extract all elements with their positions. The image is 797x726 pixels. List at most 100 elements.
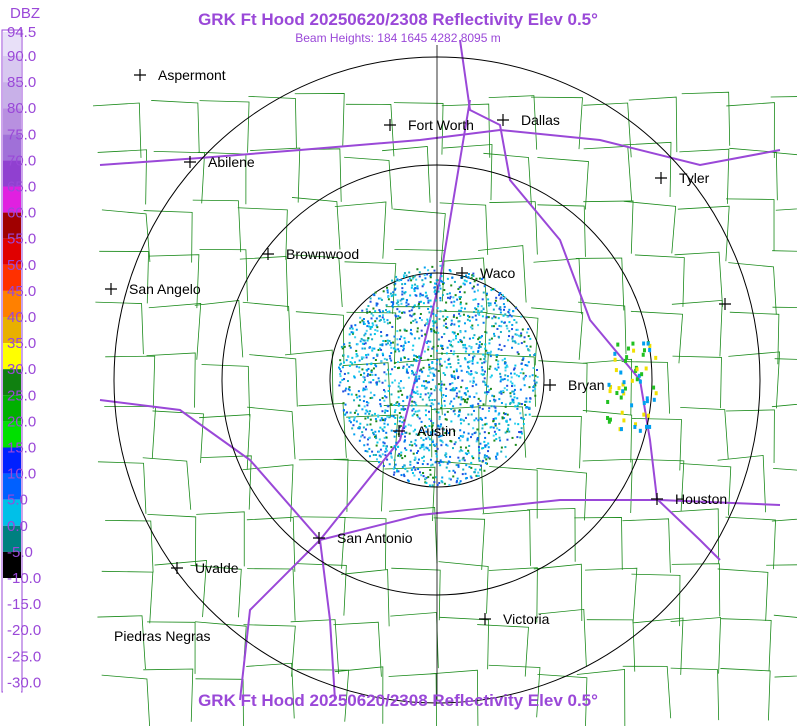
echo xyxy=(500,402,503,405)
echo xyxy=(519,431,522,434)
county-line xyxy=(441,103,491,158)
echo xyxy=(451,447,454,450)
echo xyxy=(466,390,469,393)
echo xyxy=(402,297,405,300)
county-line xyxy=(342,362,392,418)
echo xyxy=(450,440,453,443)
echo xyxy=(503,378,506,381)
echo xyxy=(399,357,402,360)
echo xyxy=(400,298,403,301)
echo xyxy=(402,405,405,408)
echo xyxy=(396,338,399,341)
echo xyxy=(502,412,505,415)
echo xyxy=(444,373,447,376)
echo xyxy=(450,349,453,352)
echo xyxy=(440,389,443,392)
echo xyxy=(418,301,421,304)
echo xyxy=(433,290,436,293)
echo xyxy=(453,376,456,379)
echo xyxy=(469,380,472,383)
scale-swatch xyxy=(3,82,21,109)
echo xyxy=(523,336,526,339)
echo xyxy=(520,362,523,365)
echo xyxy=(441,441,444,444)
echo xyxy=(489,365,492,368)
echo xyxy=(449,389,452,392)
echo xyxy=(401,421,404,424)
echo xyxy=(652,397,656,402)
echo xyxy=(506,299,509,302)
echo xyxy=(399,338,402,341)
echo xyxy=(644,366,648,371)
echo xyxy=(445,301,448,304)
echo xyxy=(421,294,424,297)
echo xyxy=(377,349,380,352)
echo xyxy=(422,283,425,286)
echo xyxy=(536,376,539,379)
echo xyxy=(485,294,488,297)
echo xyxy=(380,331,383,334)
echo xyxy=(406,363,409,366)
county-line xyxy=(679,148,730,204)
echo xyxy=(452,370,455,373)
echo xyxy=(492,398,495,401)
county-line xyxy=(729,311,780,365)
echo xyxy=(412,390,415,393)
echo xyxy=(416,356,419,359)
echo xyxy=(362,389,365,392)
echo xyxy=(506,413,509,416)
county-line xyxy=(291,197,341,250)
echo xyxy=(483,373,486,376)
echo xyxy=(471,385,474,388)
echo xyxy=(391,304,394,307)
echo xyxy=(414,410,417,413)
echo xyxy=(405,368,408,371)
echo xyxy=(445,326,448,329)
echo xyxy=(445,466,448,469)
echo xyxy=(389,373,392,376)
echo xyxy=(349,361,352,364)
scale-label: -5.0 xyxy=(7,544,33,561)
echo xyxy=(363,395,366,398)
echo xyxy=(358,425,361,428)
echo xyxy=(500,325,503,328)
echo xyxy=(502,314,505,317)
echo xyxy=(483,391,486,394)
echo xyxy=(391,325,394,328)
echo xyxy=(400,359,403,362)
echo xyxy=(438,435,441,438)
echo xyxy=(348,341,351,344)
echo xyxy=(369,346,372,349)
city-label: Uvalde xyxy=(195,560,239,576)
echo xyxy=(487,456,490,459)
echo xyxy=(463,459,466,462)
echo xyxy=(457,465,460,468)
echo xyxy=(429,299,432,302)
echo xyxy=(364,332,367,335)
echo xyxy=(511,340,514,343)
echo xyxy=(386,415,389,418)
county-line xyxy=(142,457,192,510)
echo xyxy=(378,454,381,457)
echo xyxy=(619,370,623,375)
echo xyxy=(343,378,346,381)
echo xyxy=(408,365,411,368)
echo xyxy=(411,348,414,351)
county-line xyxy=(577,301,627,355)
echo xyxy=(433,329,436,332)
echo xyxy=(427,392,430,395)
echo xyxy=(459,296,462,299)
echo xyxy=(371,349,374,352)
echo xyxy=(487,304,490,307)
echo xyxy=(485,454,488,457)
echo xyxy=(489,302,492,305)
echo xyxy=(528,354,531,357)
echo xyxy=(471,287,474,290)
echo xyxy=(487,442,490,445)
echo xyxy=(520,332,523,335)
echo xyxy=(473,432,476,435)
city-marker xyxy=(384,119,396,131)
echo xyxy=(405,304,408,307)
echo xyxy=(472,275,475,278)
echo xyxy=(352,331,355,334)
